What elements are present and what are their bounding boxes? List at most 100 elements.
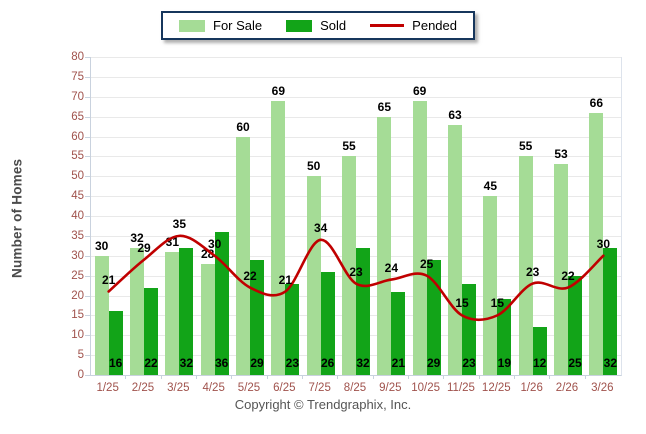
- label-pended-9/25: 24: [384, 260, 398, 275]
- label-for-sale-6/25: 69: [271, 83, 285, 98]
- label-pended-7/25: 34: [313, 220, 328, 235]
- label-pended-10/25: 25: [419, 256, 434, 271]
- label-sold-8/25: 32: [356, 356, 370, 370]
- bar-sold-7/25: [320, 271, 335, 375]
- y-tick-stub-70: [85, 96, 90, 98]
- sold-swatch-icon: [286, 19, 313, 32]
- bar-for-sale-6/25: [271, 100, 286, 375]
- y-tick-label-80: 80: [71, 51, 84, 63]
- x-tick-mark-12: [514, 375, 515, 379]
- y-tick-stub-15: [85, 315, 90, 317]
- label-pended-8/25: 23: [349, 264, 363, 279]
- label-for-sale-2/25: 32: [130, 230, 144, 245]
- y-tick-label-5: 5: [77, 349, 84, 362]
- label-sold-9/25: 21: [391, 356, 405, 370]
- x-tick-mark-1: [125, 375, 127, 379]
- x-tick-mark-9: [408, 375, 409, 379]
- y-tick-stub-80: [85, 57, 90, 58]
- label-for-sale-2/26: 53: [554, 147, 568, 162]
- gridline-55: [91, 156, 621, 158]
- bar-sold-4/25: [214, 231, 229, 375]
- label-sold-6/25: 23: [285, 356, 299, 370]
- label-pended-1/25: 21: [101, 272, 116, 287]
- y-tick-stub-10: [85, 335, 90, 337]
- bar-sold-9/25: [391, 291, 406, 375]
- x-tick-label-12/25: 12/25: [481, 382, 511, 394]
- gridline-80: [91, 57, 621, 58]
- x-tick-label-3/25: 3/25: [167, 382, 190, 394]
- legend-item-pended: Pended: [370, 18, 457, 33]
- x-tick-mark-4: [231, 375, 233, 379]
- label-sold-3/25: 32: [179, 356, 193, 370]
- pended-line: [107, 234, 605, 322]
- legend-label-sold: Sold: [320, 18, 347, 33]
- bar-for-sale-5/25: [236, 136, 250, 375]
- y-tick-stub-30: [85, 255, 90, 257]
- y-tick-label-70: 70: [71, 90, 84, 103]
- x-tick-mark-3: [196, 375, 197, 379]
- x-tick-mark-10: [443, 375, 445, 379]
- bar-for-sale-7/25: [306, 176, 321, 375]
- label-for-sale-7/25: 50: [306, 159, 321, 174]
- bar-sold-2/26: [568, 275, 582, 375]
- y-tick-label-30: 30: [71, 249, 84, 262]
- plot-area: 30 16 21 32 22 29 31 32 35 28 36 30 60 29 22 69 23 21 50 26…: [90, 57, 622, 376]
- label-for-sale-4/25: 28: [200, 246, 215, 261]
- y-tick-label-40: 40: [71, 210, 84, 222]
- x-tick-label-7/25: 7/25: [308, 382, 331, 394]
- label-for-sale-8/25: 55: [342, 139, 356, 154]
- x-tick-mark-13: [549, 375, 551, 379]
- pended-line-svg: [107, 234, 605, 322]
- bar-sold-6/25: [285, 283, 300, 375]
- x-tick-mark-14: [584, 375, 586, 379]
- bar-for-sale-2/25: [130, 247, 144, 375]
- gridline-75: [91, 76, 621, 78]
- bar-sold-10/25: [426, 259, 441, 375]
- x-tick-label-3/26: 3/26: [591, 382, 614, 394]
- label-for-sale-10/25: 69: [412, 83, 427, 98]
- x-tick-label-11/25: 11/25: [447, 382, 475, 394]
- bar-for-sale-1/26: [518, 156, 533, 375]
- label-for-sale-1/26: 55: [518, 139, 533, 154]
- x-tick-label-5/25: 5/25: [237, 382, 261, 394]
- label-pended-5/25: 22: [243, 268, 257, 283]
- label-sold-11/25: 23: [462, 356, 476, 370]
- y-tick-stub-55: [85, 156, 90, 158]
- label-sold-5/25: 29: [250, 356, 264, 370]
- x-tick-mark-2: [160, 375, 162, 379]
- gridline-45: [91, 196, 621, 198]
- x-tick-mark-11: [478, 375, 480, 379]
- label-sold-2/26: 25: [568, 356, 582, 370]
- y-tick-label-65: 65: [71, 110, 84, 123]
- label-sold-1/26: 12: [532, 356, 547, 370]
- legend-item-sold: Sold: [286, 18, 346, 33]
- label-pended-11/25: 15: [455, 296, 469, 311]
- y-tick-label-50: 50: [71, 170, 84, 183]
- x-tick-label-2/26: 2/26: [555, 382, 579, 394]
- y-tick-label-55: 55: [71, 150, 84, 163]
- pended-line-icon: [370, 24, 405, 27]
- bar-for-sale-9/25: [377, 116, 392, 375]
- y-tick-stub-0: [85, 375, 90, 376]
- bar-sold-1/26: [532, 327, 547, 375]
- bar-for-sale-2/26: [554, 164, 568, 375]
- gridline-35: [91, 235, 621, 237]
- y-tick-stub-75: [85, 76, 90, 78]
- gridline-60: [91, 136, 621, 138]
- legend-item-for-sale: For Sale: [179, 18, 262, 33]
- bar-sold-3/26: [603, 247, 618, 375]
- label-sold-7/25: 26: [320, 356, 335, 370]
- x-tick-mark-6: [302, 375, 303, 379]
- x-tick-label-2/25: 2/25: [131, 382, 155, 394]
- legend-label-for-sale: For Sale: [213, 18, 263, 33]
- label-pended-1/26: 23: [525, 264, 540, 279]
- label-sold-10/25: 29: [426, 356, 441, 370]
- label-sold-12/25: 19: [497, 356, 511, 370]
- bar-sold-11/25: [462, 283, 476, 375]
- label-for-sale-12/25: 45: [483, 179, 497, 194]
- y-tick-stub-5: [85, 355, 90, 357]
- bar-for-sale-3/26: [589, 112, 604, 375]
- x-tick-label-1/26: 1/26: [520, 382, 543, 394]
- y-tick-label-10: 10: [71, 329, 84, 342]
